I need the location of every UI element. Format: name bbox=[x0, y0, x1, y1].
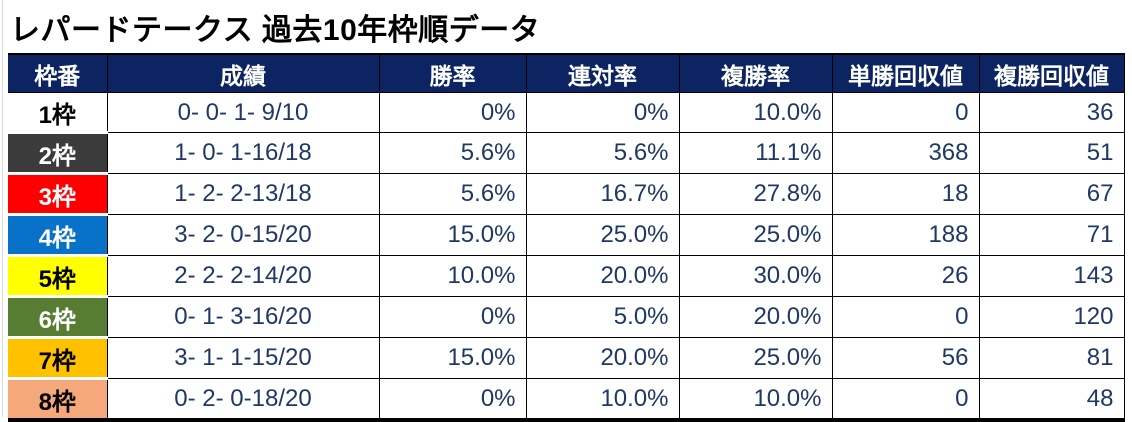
header-win-return: 単勝回収値 bbox=[831, 53, 979, 93]
waku-data-table: 枠番 成績 勝率 連対率 複勝率 単勝回収値 複勝回収値 1枠 0- 0- 1-… bbox=[8, 53, 1125, 422]
win-rate-cell: 0% bbox=[378, 92, 526, 133]
waku-cell: 3枠 bbox=[8, 172, 107, 215]
win-rate-cell: 10.0% bbox=[378, 255, 526, 297]
win-return-cell: 0 bbox=[831, 296, 979, 338]
seiseki-cell: 1- 0- 1-16/18 bbox=[106, 132, 379, 174]
win-rate-cell: 5.6% bbox=[378, 173, 526, 215]
table-row: 8枠 0- 2- 0-18/20 0% 10.0% 10.0% 0 48 bbox=[8, 377, 1125, 422]
show-return-cell: 81 bbox=[978, 337, 1125, 379]
table-row: 7枠 3- 1- 1-15/20 15.0% 20.0% 25.0% 56 81 bbox=[8, 336, 1125, 379]
win-rate-cell: 15.0% bbox=[378, 337, 526, 379]
table-row: 6枠 0- 1- 3-16/20 0% 5.0% 20.0% 0 120 bbox=[8, 295, 1125, 338]
show-rate-cell: 25.0% bbox=[678, 337, 832, 379]
table-row: 3枠 1- 2- 2-13/18 5.6% 16.7% 27.8% 18 67 bbox=[8, 172, 1125, 215]
header-quinella-rate: 連対率 bbox=[525, 53, 679, 93]
table-row: 1枠 0- 0- 1- 9/10 0% 0% 10.0% 0 36 bbox=[8, 92, 1125, 133]
win-rate-cell: 0% bbox=[378, 378, 526, 422]
waku-cell: 2枠 bbox=[8, 131, 107, 174]
show-return-cell: 36 bbox=[978, 92, 1125, 133]
header-win-rate: 勝率 bbox=[378, 53, 526, 93]
table-row: 4枠 3- 2- 0-15/20 15.0% 25.0% 25.0% 188 7… bbox=[8, 213, 1125, 256]
quinella-rate-cell: 0% bbox=[525, 92, 679, 133]
spreadsheet-gridline bbox=[2, 0, 3, 417]
win-return-cell: 56 bbox=[831, 337, 979, 379]
quinella-rate-cell: 5.0% bbox=[525, 296, 679, 338]
seiseki-cell: 1- 2- 2-13/18 bbox=[106, 173, 379, 215]
waku-cell: 7枠 bbox=[8, 336, 107, 379]
show-return-cell: 143 bbox=[978, 255, 1125, 297]
table-header-row: 枠番 成績 勝率 連対率 複勝率 単勝回収値 複勝回収値 bbox=[8, 53, 1125, 93]
header-seiseki: 成績 bbox=[106, 53, 379, 93]
quinella-rate-cell: 20.0% bbox=[525, 337, 679, 379]
win-return-cell: 0 bbox=[831, 378, 979, 422]
seiseki-cell: 3- 1- 1-15/20 bbox=[106, 337, 379, 379]
seiseki-cell: 3- 2- 0-15/20 bbox=[106, 214, 379, 256]
win-rate-cell: 5.6% bbox=[378, 132, 526, 174]
show-rate-cell: 27.8% bbox=[678, 173, 832, 215]
seiseki-cell: 0- 1- 3-16/20 bbox=[106, 296, 379, 338]
waku-cell: 8枠 bbox=[8, 377, 107, 422]
win-return-cell: 188 bbox=[831, 214, 979, 256]
show-rate-cell: 30.0% bbox=[678, 255, 832, 297]
table-row: 5枠 2- 2- 2-14/20 10.0% 20.0% 30.0% 26 14… bbox=[8, 254, 1125, 297]
show-rate-cell: 25.0% bbox=[678, 214, 832, 256]
waku-cell: 1枠 bbox=[8, 92, 107, 133]
header-show-return: 複勝回収値 bbox=[978, 53, 1125, 93]
quinella-rate-cell: 25.0% bbox=[525, 214, 679, 256]
header-show-rate: 複勝率 bbox=[678, 53, 832, 93]
show-return-cell: 71 bbox=[978, 214, 1125, 256]
waku-cell: 6枠 bbox=[8, 295, 107, 338]
show-return-cell: 120 bbox=[978, 296, 1125, 338]
seiseki-cell: 0- 0- 1- 9/10 bbox=[106, 92, 379, 133]
show-return-cell: 51 bbox=[978, 132, 1125, 174]
quinella-rate-cell: 20.0% bbox=[525, 255, 679, 297]
win-return-cell: 18 bbox=[831, 173, 979, 215]
page-title: レパードテークス 過去10年枠順データ bbox=[10, 14, 541, 47]
win-return-cell: 368 bbox=[831, 132, 979, 174]
show-return-cell: 48 bbox=[978, 378, 1125, 422]
waku-cell: 5枠 bbox=[8, 254, 107, 297]
seiseki-cell: 2- 2- 2-14/20 bbox=[106, 255, 379, 297]
show-return-cell: 67 bbox=[978, 173, 1125, 215]
table-row: 2枠 1- 0- 1-16/18 5.6% 5.6% 11.1% 368 51 bbox=[8, 131, 1125, 174]
win-rate-cell: 0% bbox=[378, 296, 526, 338]
quinella-rate-cell: 16.7% bbox=[525, 173, 679, 215]
win-rate-cell: 15.0% bbox=[378, 214, 526, 256]
show-rate-cell: 10.0% bbox=[678, 378, 832, 422]
seiseki-cell: 0- 2- 0-18/20 bbox=[106, 378, 379, 422]
win-return-cell: 26 bbox=[831, 255, 979, 297]
quinella-rate-cell: 10.0% bbox=[525, 378, 679, 422]
waku-cell: 4枠 bbox=[8, 213, 107, 256]
win-return-cell: 0 bbox=[831, 92, 979, 133]
show-rate-cell: 20.0% bbox=[678, 296, 832, 338]
show-rate-cell: 11.1% bbox=[678, 132, 832, 174]
show-rate-cell: 10.0% bbox=[678, 92, 832, 133]
quinella-rate-cell: 5.6% bbox=[525, 132, 679, 174]
header-wakuban: 枠番 bbox=[8, 53, 107, 93]
